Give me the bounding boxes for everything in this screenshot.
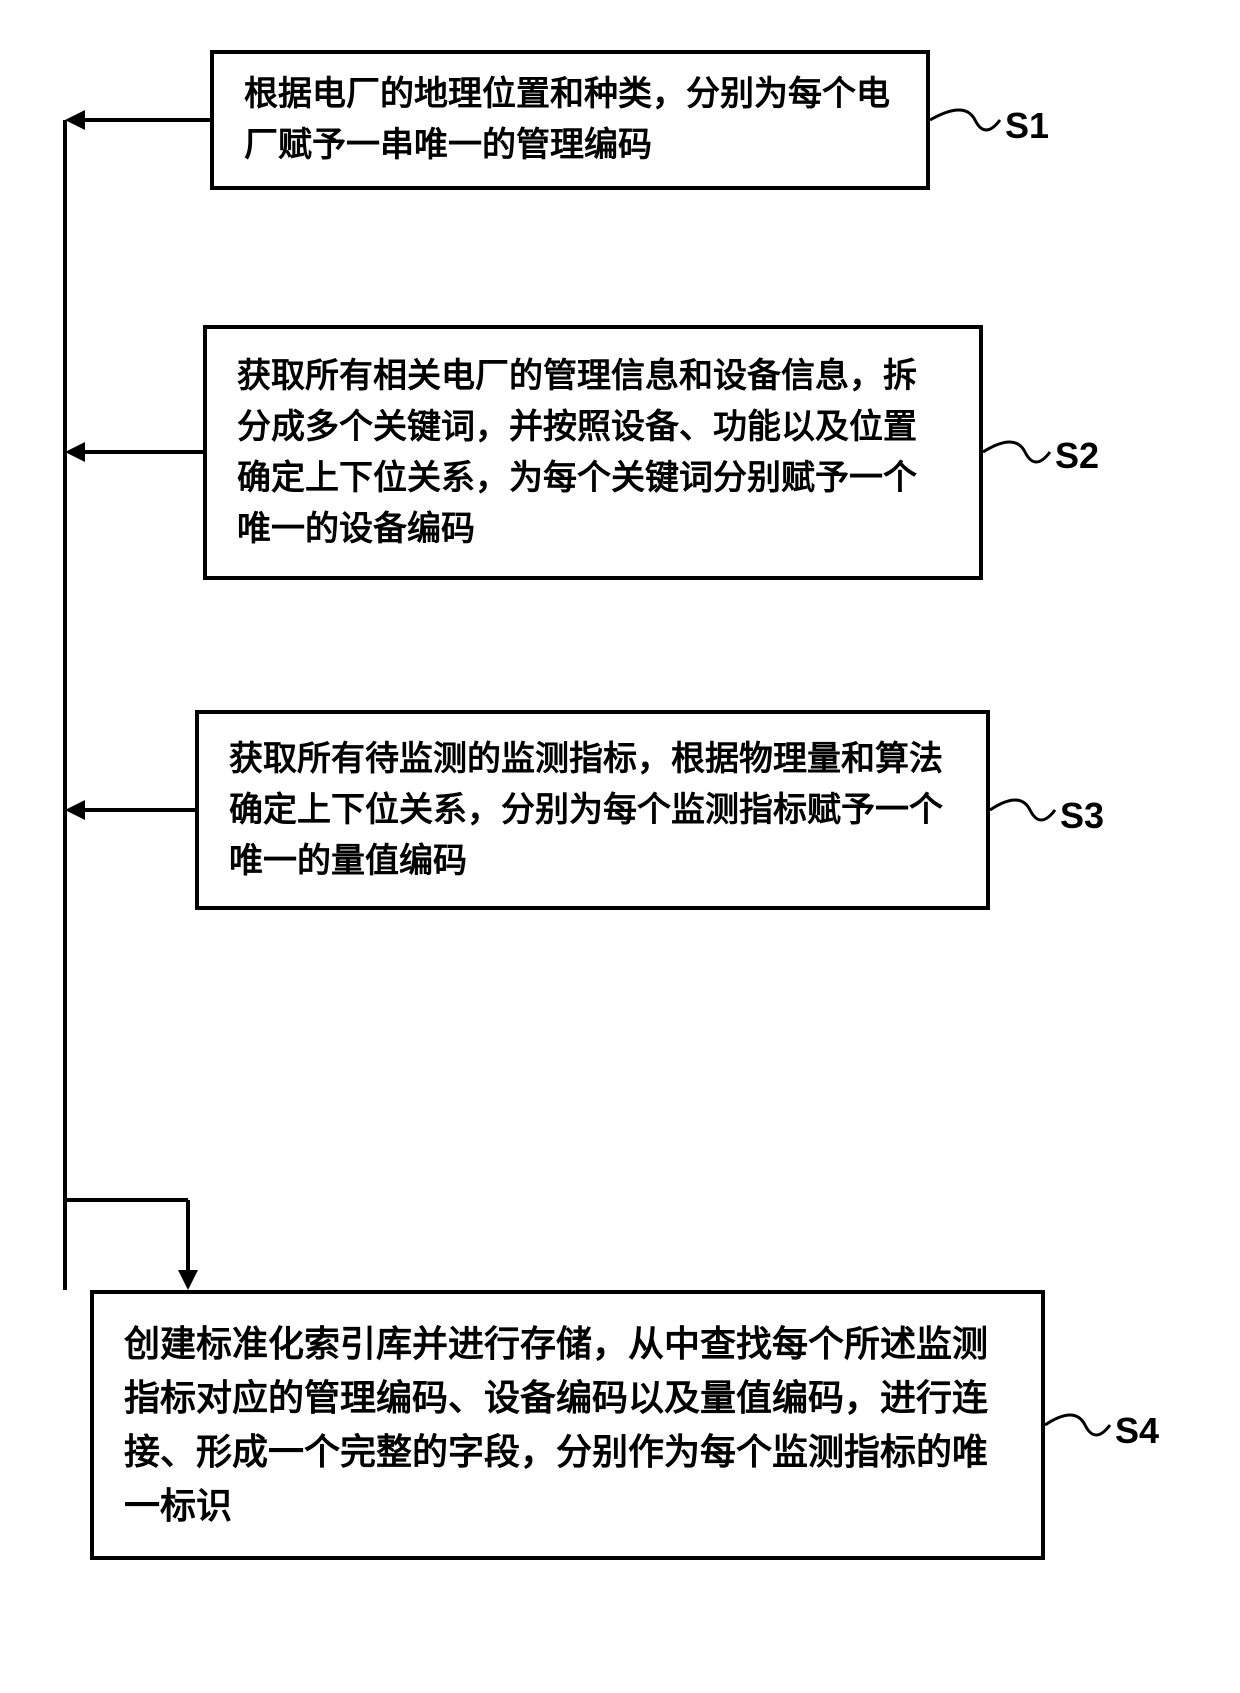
flowchart-container: 根据电厂的地理位置和种类，分别为每个电厂赋予一串唯一的管理编码 S1 获取所有相… <box>0 0 1240 1693</box>
connector-lines <box>0 0 1240 1693</box>
